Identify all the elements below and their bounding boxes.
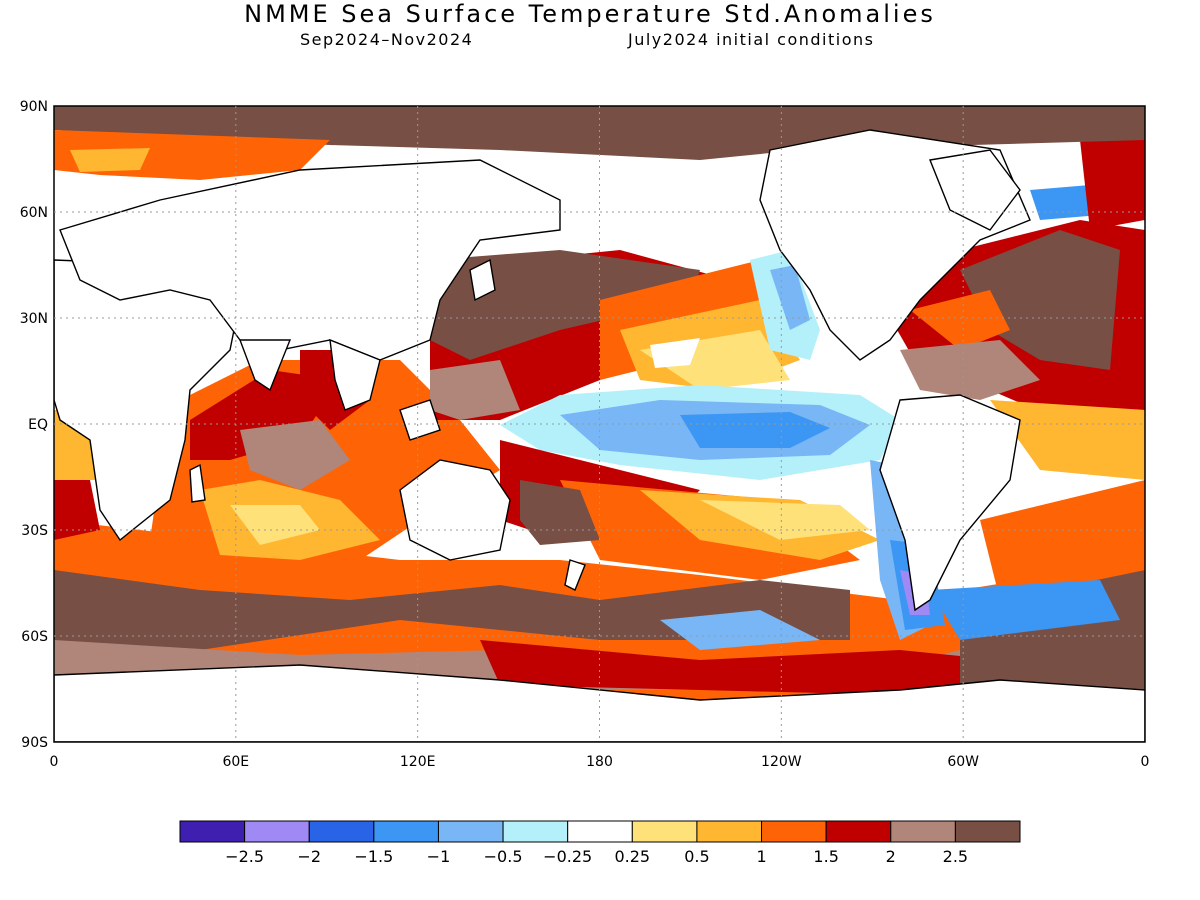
southern-ocean-brown-band: [54, 570, 850, 650]
lat-tick-label: 60S: [21, 629, 48, 645]
lon-tick-label: 120E: [400, 754, 436, 770]
colorbar-swatch: [696, 820, 763, 843]
colorbar-swatch: [761, 820, 827, 843]
lon-tick-label: 60E: [222, 754, 249, 770]
anomaly-field: [54, 106, 1145, 742]
colorbar-label: −0.25: [543, 847, 592, 866]
colorbar-swatch: [308, 820, 375, 843]
colorbar-label: 0.5: [684, 847, 709, 866]
australia-land: [399, 459, 511, 561]
colorbar-swatch: [373, 820, 439, 843]
colorbar: −2.5 −2 −1.5 −1 −0.5 −0.25 0.25 0.5 1 1.5 2 2.5: [179, 820, 1021, 866]
eurasia-land: [59, 159, 561, 361]
gridlines: [54, 106, 1145, 742]
colorbar-swatch: [244, 820, 310, 843]
colorbar-label: −2.5: [225, 847, 264, 866]
colorbar-swatch: [437, 820, 504, 843]
colorbar-swatch: [502, 820, 569, 843]
colorbar-label: 2: [886, 847, 896, 866]
lon-tick-label: 120W: [761, 754, 802, 770]
colorbar-label: −2: [297, 847, 321, 866]
lon-tick-label: 60W: [947, 754, 979, 770]
lat-tick-label: 60N: [20, 205, 48, 221]
lat-tick-label: 90N: [20, 99, 48, 115]
colorbar-label: 1: [756, 847, 766, 866]
colorbar-label: −0.5: [484, 847, 523, 866]
colorbar-swatch: [954, 820, 1021, 843]
south-america-land: [879, 394, 1021, 612]
colorbar-swatch: [567, 820, 633, 843]
lon-tick-label: 0: [50, 754, 59, 770]
initial-conditions-label: July2024 initial conditions: [628, 30, 875, 49]
lon-tick-label: 0: [1141, 754, 1150, 770]
greenland-land: [929, 149, 1021, 231]
colorbar-swatch: [825, 820, 892, 843]
lat-tick-label: 30S: [21, 523, 48, 539]
colorbar-label: −1: [427, 847, 451, 866]
colorbar-swatch: [631, 820, 698, 843]
colorbar-label: 0.25: [614, 847, 650, 866]
colorbar-label: 2.5: [943, 847, 968, 866]
antarctica-land: [54, 664, 1145, 742]
colorbar-label: 1.5: [813, 847, 838, 866]
colorbar-swatch: [890, 820, 956, 843]
lat-tick-label: 30N: [20, 311, 48, 327]
season-label: Sep2024–Nov2024: [300, 30, 474, 49]
chart-title: NMME Sea Surface Temperature Std.Anomali…: [244, 0, 936, 28]
india-land: [238, 339, 292, 392]
colorbar-swatch: [179, 820, 246, 843]
lat-tick-label: EQ: [28, 417, 48, 433]
land-masses: [54, 129, 1145, 742]
lat-tick-label: 90S: [21, 735, 48, 751]
colorbar-label: −1.5: [354, 847, 393, 866]
lon-tick-label: 180: [586, 754, 613, 770]
